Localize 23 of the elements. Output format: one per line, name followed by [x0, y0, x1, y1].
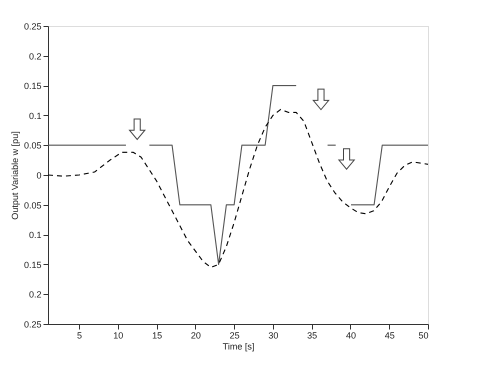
x-tick-label: 50	[418, 330, 428, 340]
y-tick-label: 0.2	[28, 290, 42, 300]
y-tick-label: 0.25	[24, 320, 42, 330]
y-tick-label: 0.15	[24, 260, 42, 270]
x-tick-label: 20	[190, 330, 201, 340]
y-tick-label: 0.1	[28, 230, 42, 240]
x-tick-label: 25	[230, 330, 240, 340]
y-tick-label: 0.05	[24, 200, 42, 210]
x-tick-label: 35	[307, 330, 318, 340]
x-tick-label: 30	[268, 330, 278, 340]
x-axis-title: Time [s]	[222, 342, 254, 352]
y-tick-label: 0.2	[28, 51, 42, 62]
y-tick-label: 0.05	[24, 140, 42, 151]
x-tick-label: 15	[152, 330, 162, 340]
x-tick-label: 45	[384, 330, 395, 340]
y-tick-label: 0.15	[24, 81, 42, 92]
y-tick-label: 0.25	[24, 22, 42, 32]
y-axis-title: Output Variable w [pu]	[10, 131, 20, 220]
x-tick-label: 10	[113, 330, 124, 340]
x-tick-label: 40	[346, 330, 356, 340]
y-tick-label: 0	[36, 170, 42, 180]
x-tick-label: 5	[77, 330, 82, 340]
y-tick-label: 0.1	[28, 110, 42, 121]
